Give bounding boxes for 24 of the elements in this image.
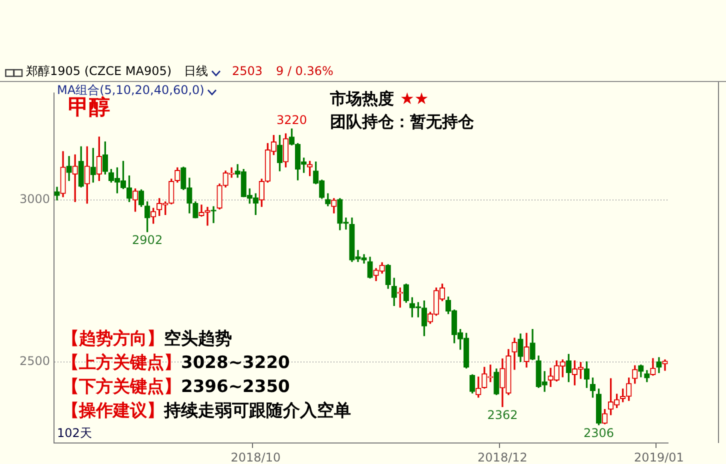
text: 郑醇1905 (CZCE MA905) [26,64,172,78]
x-tick-label: 2018/10 [230,450,281,464]
annotation: 2902 [132,232,163,247]
text: 日线 [184,64,208,78]
annotation: 【下方关键点】2396~2350 [62,377,290,397]
annotation: 市场热度 [330,89,394,108]
y-tick-label: 3000 [19,192,50,206]
y-tick-label: 2500 [19,354,50,368]
text: 2503 [232,64,263,78]
text: 9 / 0.36% [276,64,334,78]
annotation: 3220 [276,112,308,127]
x-tick-label: 2019/01 [634,450,684,464]
annotation: MA组合(5,10,20,40,60,0) [57,83,204,97]
x-tick-label: 2018/12 [478,450,528,464]
annotation: 【趋势方向】空头趋势 [62,329,232,349]
annotation: 团队持仓：暂无持仓 [330,112,474,131]
annotation: 2306 [584,426,614,440]
annotation: ★★ [400,89,429,108]
chart-title: 甲醇 [68,95,110,120]
annotation: 【上方关键点】3028~3220 [62,353,290,373]
annotation: 102天 [57,426,92,440]
candlestick [72,154,78,202]
annotation: 2362 [487,408,518,422]
annotation: 【操作建议】持续走弱可跟随介入空单 [62,401,351,421]
